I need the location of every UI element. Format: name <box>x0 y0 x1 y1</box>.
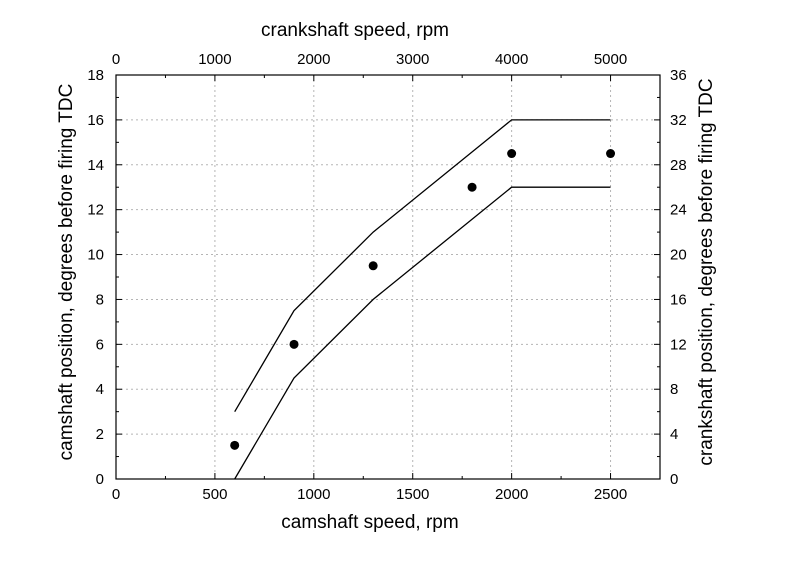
data-point <box>289 339 299 349</box>
x-top-tick-label: 2000 <box>297 51 330 68</box>
series <box>230 119 616 480</box>
y-left-tick-label: 4 <box>96 381 104 398</box>
y-left-axis-title: camshaft position, degrees before firing… <box>56 84 77 461</box>
x-top-tick-label: 0 <box>112 51 120 68</box>
x-top-axis-title: crankshaft speed, rpm <box>261 20 449 41</box>
x-bottom-tick-label: 0 <box>112 486 120 503</box>
y-right-tick-label: 16 <box>670 291 687 308</box>
x-top-tick-label: 4000 <box>495 51 528 68</box>
y-left-tick-label: 2 <box>96 426 104 443</box>
y-left-tick-label: 6 <box>96 336 104 353</box>
x-bottom-tick-label: 1000 <box>297 486 330 503</box>
data-point <box>230 440 240 450</box>
y-left-tick-label: 12 <box>87 202 104 219</box>
y-left-tick-label: 14 <box>87 157 104 174</box>
plot-frame <box>115 74 661 480</box>
data-point <box>368 261 378 271</box>
data-point <box>467 182 477 192</box>
x-bottom-axis-title: camshaft speed, rpm <box>281 512 458 533</box>
ticks <box>115 74 660 480</box>
x-top-tick-label: 5000 <box>594 51 627 68</box>
y-left-tick-label: 8 <box>96 291 104 308</box>
y-right-tick-label: 0 <box>670 471 678 488</box>
data-point <box>606 149 616 159</box>
x-bottom-tick-label: 2000 <box>495 486 528 503</box>
x-top-tick-label: 1000 <box>198 51 231 68</box>
series-line-1 <box>234 119 611 413</box>
y-right-tick-label: 28 <box>670 157 687 174</box>
y-right-tick-label: 32 <box>670 112 687 129</box>
x-bottom-tick-label: 500 <box>202 486 227 503</box>
y-left-tick-label: 10 <box>87 247 104 264</box>
y-left-tick-label: 16 <box>87 112 104 129</box>
y-left-tick-label: 0 <box>96 471 104 488</box>
y-right-tick-label: 36 <box>670 67 687 84</box>
y-right-tick-label: 24 <box>670 202 687 219</box>
series-line-2 <box>234 186 611 480</box>
y-right-tick-label: 8 <box>670 381 678 398</box>
data-point <box>507 149 517 159</box>
y-right-tick-label: 20 <box>670 247 687 264</box>
x-top-tick-label: 3000 <box>396 51 429 68</box>
y-right-tick-label: 4 <box>670 426 678 443</box>
y-left-tick-label: 18 <box>87 67 104 84</box>
y-right-axis-title: crankshaft position, degrees before firi… <box>696 78 717 465</box>
grid <box>116 75 660 479</box>
y-right-tick-label: 12 <box>670 336 687 353</box>
x-bottom-tick-label: 1500 <box>396 486 429 503</box>
x-bottom-tick-label: 2500 <box>594 486 627 503</box>
